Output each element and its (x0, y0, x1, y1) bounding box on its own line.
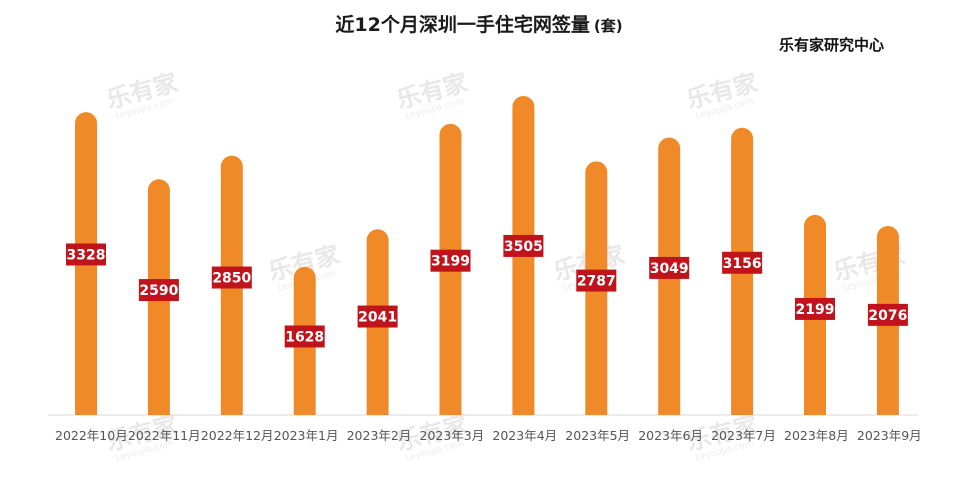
data-label: 3328 (67, 247, 106, 263)
data-label-box (503, 234, 544, 257)
category-label: 2023年4月 (492, 428, 557, 443)
data-label-box (138, 279, 179, 302)
data-label-box (649, 256, 690, 279)
category-label: 2023年3月 (420, 428, 485, 443)
data-label: 3199 (431, 254, 470, 270)
data-label-box (66, 243, 106, 266)
data-label: 2076 (868, 308, 907, 324)
data-label-box (357, 305, 398, 328)
category-label: 2023年5月 (565, 428, 630, 443)
category-label: 2022年12月 (201, 428, 274, 443)
data-label: 3505 (504, 239, 543, 255)
category-label: 2023年8月 (784, 428, 849, 443)
data-label-box (722, 251, 763, 274)
category-label: 2022年11月 (128, 428, 201, 443)
category-label: 2023年6月 (638, 428, 703, 443)
data-label-box (430, 249, 471, 272)
data-label-box (284, 325, 325, 348)
category-label: 2023年7月 (711, 428, 776, 443)
data-label: 2787 (577, 274, 616, 290)
chart-unit: (套) (593, 17, 623, 35)
data-label-box (867, 303, 908, 326)
data-label-box (576, 269, 617, 292)
data-label: 3156 (723, 256, 762, 272)
data-label: 2590 (139, 283, 178, 299)
data-label-box (211, 266, 252, 289)
data-label: 2041 (358, 310, 397, 326)
category-label: 2023年2月 (347, 428, 412, 443)
data-label: 3049 (650, 261, 689, 277)
category-label: 2023年1月 (274, 428, 339, 443)
chart-source: 乐有家研究中心 (778, 36, 884, 54)
data-label-box (795, 297, 835, 320)
data-labels-group: 3328 2590 2850 1628 2041 3199 3505 2787 3049 3156… (66, 234, 908, 348)
category-label: 2023年9月 (857, 428, 922, 443)
chart-title-text: 近12个月深圳一手住宅网签量 (335, 14, 590, 36)
bars-group (75, 96, 899, 416)
category-labels-group: 2022年10月 2022年11月 2022年12月 2023年1月 2023年2月 20… (55, 428, 922, 443)
data-label: 1628 (285, 329, 324, 345)
data-label: 2199 (796, 302, 835, 318)
chart-title: 近12个月深圳一手住宅网签量 (套) (0, 10, 958, 37)
data-label: 2850 (212, 271, 251, 287)
category-label: 2022年10月 (55, 428, 128, 443)
